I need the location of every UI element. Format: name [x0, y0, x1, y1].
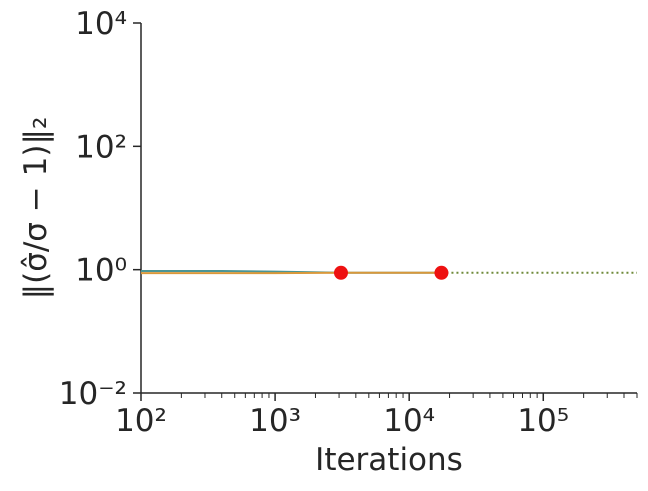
- x-tick-label: 10⁴: [383, 403, 435, 439]
- y-tick-label: 10²: [75, 129, 127, 165]
- marker: [434, 266, 448, 280]
- x-tick-label: 10⁵: [517, 403, 569, 439]
- x-axis-label: Iterations: [315, 442, 463, 478]
- y-tick-label: 10⁻²: [59, 376, 127, 412]
- marker: [334, 266, 348, 280]
- x-tick-label: 10³: [249, 403, 301, 439]
- y-tick-label: 10⁰: [75, 253, 127, 289]
- y-axis-label: ‖(σ̂/σ − 1)‖₂: [18, 117, 54, 300]
- y-tick-label: 10⁴: [75, 6, 127, 42]
